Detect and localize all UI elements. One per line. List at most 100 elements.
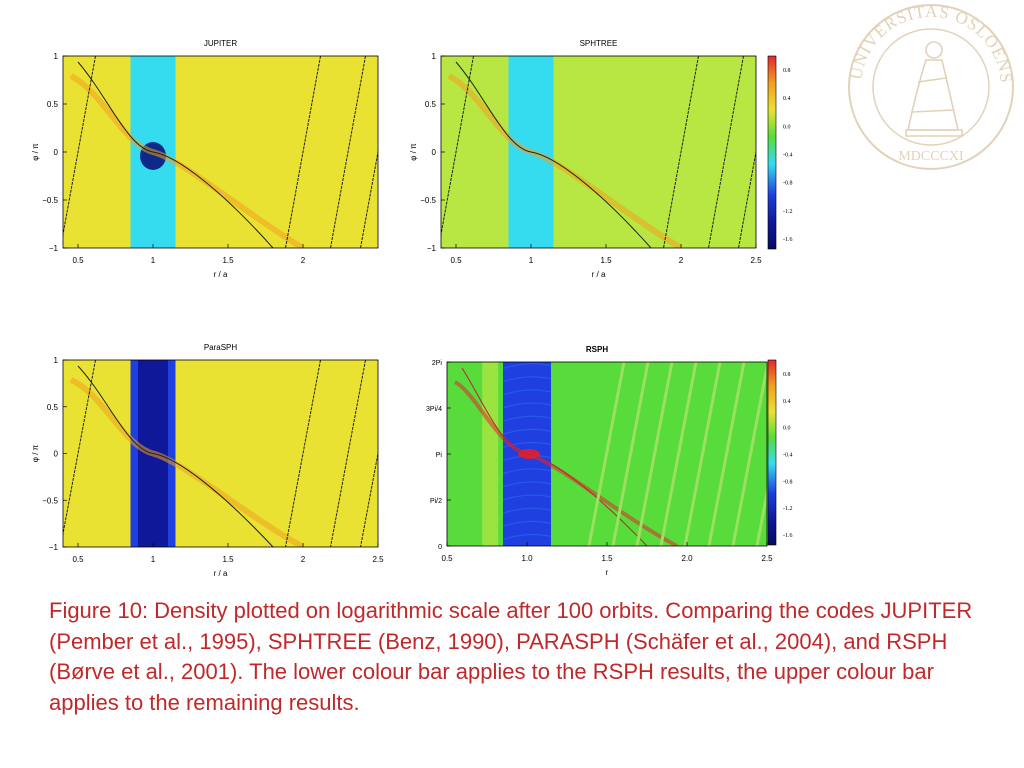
x-tick-label: 0.5	[441, 554, 453, 563]
spiral-arm	[683, 362, 722, 546]
panel-title: SPHTREE	[580, 39, 618, 48]
x-axis-label: r / a	[592, 270, 606, 279]
x-tick-label: 2.0	[681, 554, 693, 563]
colour-bar-tick-label: 0.0	[783, 124, 791, 130]
x-tick-label: 1	[529, 256, 534, 265]
y-tick-label: 2Pi	[432, 360, 443, 367]
spiral-arm	[708, 56, 744, 248]
y-tick-label: 0.5	[47, 100, 59, 109]
seal-year: MDCCCXI	[898, 149, 964, 164]
spiral-arm	[707, 362, 746, 546]
spiral-arm	[659, 362, 698, 546]
colour-bar-tick-label: -1.2	[783, 209, 793, 215]
panel-title: RSPH	[586, 345, 608, 354]
x-axis-label: r	[606, 568, 609, 577]
y-tick-label: 3Pi/4	[426, 406, 442, 413]
y-tick-label: 0.5	[425, 100, 437, 109]
y-tick-label: −0.5	[42, 496, 58, 505]
y-axis-label: φ / π	[31, 444, 40, 462]
gap-streak	[502, 415, 552, 422]
x-tick-label: 2.5	[761, 554, 773, 563]
spiral-arm	[738, 149, 756, 248]
gap-streak	[502, 363, 552, 370]
spiral-arm	[285, 360, 321, 547]
colour-bar-tick-label: -0.4	[783, 453, 793, 459]
spiral-arm	[63, 360, 96, 537]
spiral-arm	[330, 56, 366, 248]
density-map	[63, 56, 378, 248]
y-tick-label: 0	[54, 148, 59, 157]
x-tick-label: 2	[679, 256, 684, 265]
comparison-figure: JUPITER 0.5 1 1.5 2 1 0.5 0 −0.5 −1 r / a φ / π SPHT…	[31, 39, 793, 578]
y-tick-label: −0.5	[42, 196, 58, 205]
gap-streak	[502, 520, 552, 527]
spiral-arm	[360, 149, 378, 248]
gap-streak	[502, 389, 552, 396]
colour-bar-tick-label: 0.8	[783, 68, 791, 74]
x-tick-label: 1.5	[601, 554, 613, 563]
gap-streak	[502, 481, 552, 488]
y-tick-label: 1	[432, 52, 437, 61]
university-seal: UNIVERSITAS OSLOENSIS MDCCCXI	[846, 2, 1015, 170]
colour-bar-tick-label: -0.8	[783, 479, 793, 485]
gap-streak	[502, 402, 552, 409]
spiral-arm	[285, 56, 321, 248]
x-tick-label: 1.5	[600, 256, 612, 265]
y-axis-label: φ / π	[409, 143, 418, 161]
x-tick-label: 0.5	[450, 256, 462, 265]
inner-ring	[482, 362, 499, 546]
x-axis-label: r / a	[214, 270, 228, 279]
map-background	[63, 56, 378, 248]
colour-bar-gradient	[767, 55, 777, 250]
panel-sphtree: SPHTREE 0.5 1 1.5 2 2.5 1 0.5 0 −0.5 −1 r / a φ / π 0…	[409, 39, 793, 279]
y-axis-label: φ / π	[31, 143, 40, 161]
density-map	[447, 362, 767, 546]
spiral-arm	[731, 362, 767, 546]
contour-line	[77, 61, 274, 248]
x-tick-label: 1.5	[222, 555, 234, 564]
colour-bar-tick-label: 0.0	[783, 426, 791, 432]
gap-streak	[502, 507, 552, 514]
spiral-arm	[611, 362, 650, 546]
colour-bar-tick-label: -0.4	[783, 153, 793, 159]
x-tick-label: 1.0	[521, 554, 533, 563]
density-map	[441, 56, 756, 248]
x-tick-label: 1	[151, 555, 156, 564]
spiral-arm	[360, 450, 378, 547]
y-tick-label: Pi/2	[430, 498, 442, 505]
gap-streak	[502, 533, 552, 540]
x-tick-label: 1.5	[222, 256, 234, 265]
gap-streak	[502, 494, 552, 501]
density-map	[63, 360, 378, 547]
x-tick-label: 1	[151, 256, 156, 265]
x-tick-label: 2.5	[750, 256, 762, 265]
y-tick-label: −1	[49, 543, 59, 552]
y-tick-label: 0.5	[47, 403, 59, 412]
colour-bar-tick-label: 0.4	[783, 399, 791, 405]
y-tick-label: −1	[427, 244, 437, 253]
y-tick-label: 0	[54, 450, 59, 459]
panel-parasph: ParaSPH 0.5 1 1.5 2 2.5 1 0.5 0 −0.5 −1 r / a φ / π	[31, 343, 384, 578]
y-tick-label: −0.5	[420, 196, 436, 205]
map-background	[441, 56, 756, 248]
y-tick-label: Pi	[436, 452, 443, 459]
spiral-arm	[330, 360, 366, 547]
seal-figure	[905, 41, 963, 137]
panel-title: JUPITER	[204, 39, 238, 48]
colour-bar-tick-label: -1.6	[783, 533, 793, 539]
colour-bar-tick-label: 0.4	[783, 96, 791, 102]
y-tick-label: 1	[54, 356, 59, 365]
x-tick-label: 0.5	[72, 555, 84, 564]
contour-line	[77, 365, 274, 547]
x-tick-label: 0.5	[72, 256, 84, 265]
panel-title: ParaSPH	[204, 343, 238, 352]
map-background	[63, 360, 378, 547]
x-tick-label: 2	[301, 256, 306, 265]
colour-bar-tick-label: -1.6	[783, 237, 793, 243]
colour-bar-tick-label: -1.2	[783, 506, 793, 512]
spiral-arm	[755, 485, 767, 546]
colour-bar-tick-label: -0.8	[783, 181, 793, 187]
spiral-arm	[663, 56, 699, 248]
colour-bar: 0.8 0.4 0.0 -0.4 -0.8 -1.2 -1.6	[767, 55, 793, 250]
